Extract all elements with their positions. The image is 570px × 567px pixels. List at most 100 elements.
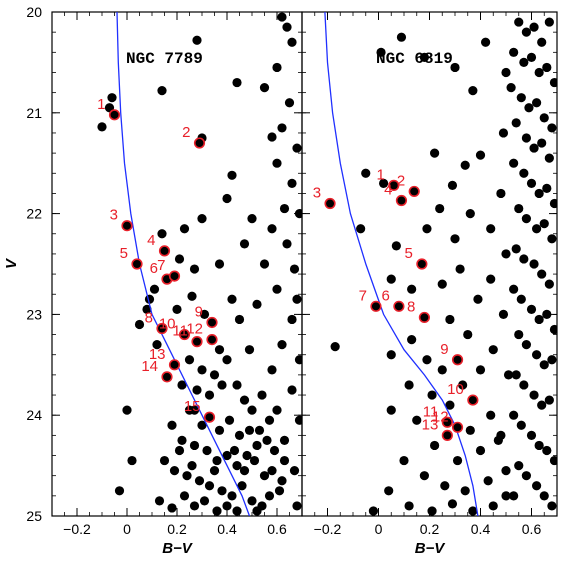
- star-point: [396, 32, 407, 42]
- plot-area: [324, 12, 557, 516]
- star-point: [214, 259, 225, 269]
- star-point: [384, 486, 394, 496]
- star-point: [379, 178, 389, 188]
- star-point: [460, 486, 470, 496]
- star-point: [386, 405, 396, 415]
- star-point: [435, 203, 445, 214]
- x-tick-label: 0.4: [217, 521, 237, 537]
- star-point: [149, 284, 160, 294]
- star-point: [539, 113, 549, 123]
- star-point: [189, 440, 200, 451]
- star-point: [496, 430, 506, 440]
- star-point: [262, 435, 272, 445]
- star-point: [244, 345, 255, 355]
- star-point: [159, 455, 170, 466]
- star-label: 1: [97, 96, 105, 113]
- star-point: [247, 214, 257, 224]
- star-point: [498, 128, 509, 138]
- star-point: [254, 425, 265, 435]
- star-point: [407, 335, 417, 345]
- star-point: [174, 254, 185, 264]
- x-tick-label: 0.2: [420, 521, 440, 537]
- star-point: [509, 491, 519, 501]
- x-tick-label: 0.6: [522, 521, 542, 537]
- star-point: [526, 304, 537, 314]
- star-point: [289, 264, 300, 274]
- x-tick-label: 0: [123, 521, 131, 537]
- star-label: 6: [150, 260, 158, 277]
- highlighted-star: [393, 300, 405, 312]
- star-point: [532, 224, 542, 234]
- star-point: [257, 390, 267, 400]
- star-point: [391, 241, 401, 251]
- highlighted-star: [206, 316, 218, 329]
- star-point: [404, 501, 414, 511]
- star-point: [534, 188, 544, 199]
- highlighted-star: [168, 270, 181, 282]
- highlighted-star: [416, 258, 428, 270]
- x-axis-label: B−V: [415, 540, 447, 557]
- star-point: [252, 506, 262, 516]
- star-point: [189, 501, 200, 511]
- star-point: [264, 415, 275, 425]
- star-point: [249, 455, 260, 466]
- y-tick-label: 21: [26, 105, 42, 121]
- star-point: [419, 52, 429, 62]
- star-point: [542, 445, 552, 456]
- star-point: [422, 224, 432, 234]
- star-label: 6: [382, 287, 390, 304]
- star-point: [361, 168, 371, 178]
- star-point: [419, 471, 429, 481]
- star-point: [529, 143, 539, 153]
- star-point: [526, 430, 537, 440]
- highlighted-star: [395, 194, 408, 207]
- star-point: [468, 506, 478, 516]
- highlighted-star: [451, 421, 464, 433]
- star-label: 14: [141, 358, 158, 375]
- star-point: [547, 234, 557, 244]
- star-point: [514, 461, 524, 471]
- x-tick-label: −0.2: [63, 521, 91, 537]
- star-point: [264, 491, 275, 501]
- star-point: [534, 314, 544, 325]
- star-point: [376, 47, 386, 57]
- star-point: [267, 365, 277, 375]
- star-point: [514, 329, 524, 340]
- star-point: [547, 355, 557, 365]
- star-point: [501, 466, 511, 476]
- star-point: [486, 274, 496, 284]
- star-point: [463, 329, 473, 340]
- star-point: [272, 405, 282, 415]
- star-point: [167, 503, 177, 513]
- star-point: [519, 254, 529, 264]
- star-label: 7: [157, 257, 165, 274]
- star-point: [279, 455, 290, 466]
- star-point: [192, 35, 202, 45]
- star-point: [272, 158, 282, 168]
- star-point: [386, 274, 396, 284]
- star-point: [509, 410, 519, 420]
- star-point: [154, 496, 165, 506]
- star-point: [259, 259, 270, 269]
- star-label: 13: [422, 416, 439, 433]
- star-point: [526, 178, 537, 188]
- highlighted-star: [168, 359, 181, 371]
- panel-title: NGC 7789: [126, 50, 203, 68]
- star-point: [544, 395, 554, 405]
- x-tick-label: 0.6: [267, 521, 287, 537]
- star-point: [204, 481, 215, 491]
- star-point: [330, 342, 340, 352]
- star-point: [267, 466, 277, 476]
- star-point: [192, 385, 202, 395]
- highlighted-star: [324, 197, 336, 210]
- star-point: [187, 461, 197, 471]
- highlighted-star: [441, 416, 453, 428]
- star-point: [277, 340, 287, 350]
- star-point: [267, 224, 277, 234]
- highlighted-star: [131, 258, 143, 270]
- star-label: 7: [359, 287, 367, 304]
- star-point: [516, 93, 526, 103]
